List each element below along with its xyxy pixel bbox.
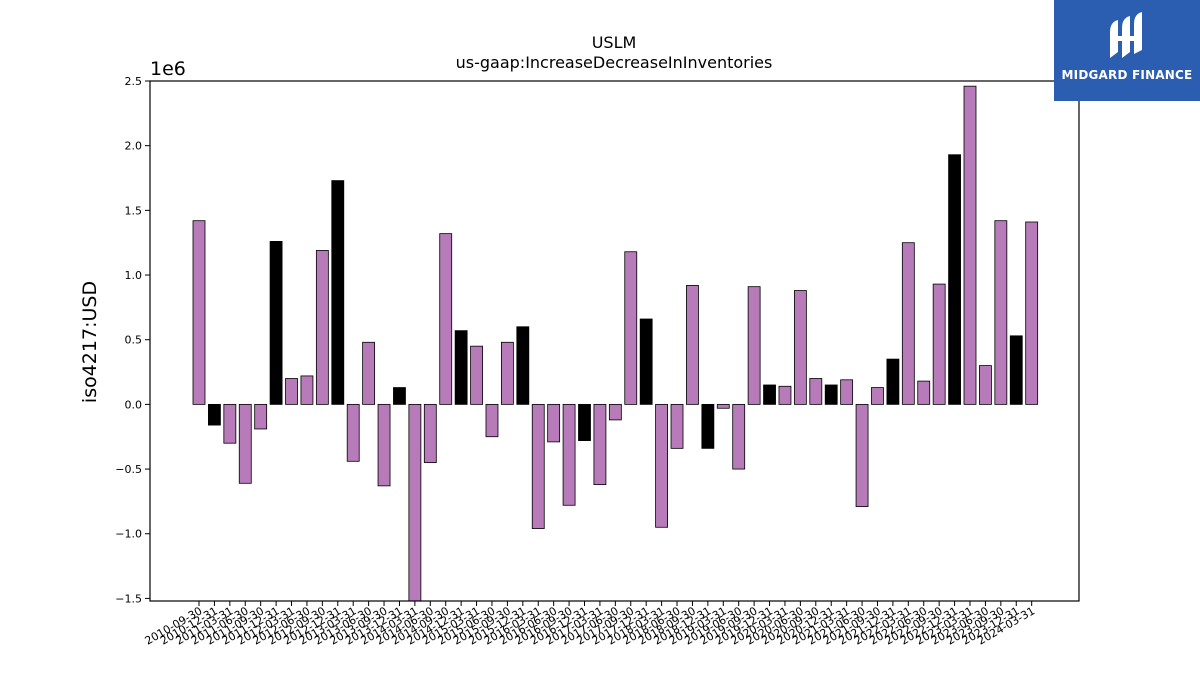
bar-2018-03-31: [655, 403, 668, 528]
bar-2019-06-30: [732, 403, 746, 470]
bar-2011-06-30: [238, 403, 252, 484]
bar-2016-06-30: [547, 403, 561, 443]
bar-2021-06-30: [855, 403, 869, 507]
bar-2011-12-31: [269, 240, 283, 405]
bar-2023-06-30: [979, 365, 992, 405]
bar-2021-12-31: [886, 358, 900, 405]
bar-2020-12-31: [824, 384, 838, 405]
bar-2024-03-31: [1025, 221, 1039, 405]
y-tick-label: 2.5: [125, 75, 143, 88]
bar-2019-09-30: [747, 286, 761, 405]
bar-2023-09-30: [994, 220, 1008, 405]
bar-2015-03-31: [470, 345, 483, 405]
bar-2014-03-31: [408, 403, 422, 602]
bar-2022-06-30: [917, 380, 931, 405]
bar-2022-03-31: [901, 242, 915, 405]
x-ticks-group: 2010-09-302010-12-312011-03-312011-06-30…: [143, 601, 1037, 648]
y-tick-label: 1.5: [125, 204, 143, 217]
y-tick-label: 1.0: [125, 269, 143, 282]
bars-group: [192, 85, 1039, 602]
plot-frame: [149, 80, 1080, 602]
bar-2010-12-31: [208, 403, 221, 426]
bar-2017-03-31: [593, 403, 607, 485]
bar-2016-09-30: [562, 403, 576, 506]
bar-2013-06-30: [362, 341, 376, 405]
bar-2021-09-30: [871, 387, 884, 405]
bar-2021-03-31: [840, 379, 854, 405]
y-axis-label: iso4217:USD: [79, 281, 101, 403]
bar-2015-12-31: [516, 326, 530, 405]
bar-2010-09-30: [192, 220, 206, 405]
y-tick-label: −1.0: [115, 528, 142, 541]
y-tick-label: 2.0: [125, 140, 143, 153]
midgard-finance-logo: MIDGARD FINANCE: [1054, 0, 1200, 101]
logo-text: MIDGARD FINANCE: [1061, 68, 1193, 82]
chart-title: USLM: [592, 33, 637, 52]
bar-2016-03-31: [531, 403, 545, 529]
bar-2011-09-30: [254, 403, 268, 430]
bar-2012-12-31: [331, 180, 345, 405]
bar-2017-06-30: [608, 403, 622, 421]
bar-2023-03-31: [963, 85, 977, 405]
bar-2011-03-31: [223, 403, 237, 444]
bar-2015-06-30: [485, 403, 499, 438]
bar-2023-12-31: [1009, 335, 1023, 405]
bar-2020-06-30: [793, 290, 807, 405]
bar-2014-12-31: [454, 330, 468, 405]
bar-2020-09-30: [809, 378, 823, 405]
midgard-logo-icon: [1110, 12, 1142, 58]
bar-2013-12-31: [393, 387, 406, 405]
bar-2018-06-30: [670, 403, 684, 449]
bar-2013-03-31: [346, 403, 360, 462]
bar-2012-06-30: [300, 375, 314, 405]
bar-2020-03-31: [778, 385, 792, 405]
bar-2019-12-31: [763, 384, 776, 405]
bar-2012-03-31: [285, 378, 298, 405]
y-tick-label: −0.5: [115, 463, 142, 476]
bar-2014-09-30: [439, 233, 453, 405]
bar-2018-09-30: [686, 284, 699, 405]
y-tick-label: −1.5: [115, 592, 142, 605]
bar-2017-12-31: [639, 318, 653, 405]
bar-2012-09-30: [315, 250, 329, 405]
bar-2017-09-30: [624, 251, 638, 405]
y-tick-label: 0.5: [125, 334, 143, 347]
bar-2018-12-31: [701, 403, 715, 449]
y-ticks-group: −1.5 −1.0 −0.5 0.0 0.5 1.0 1.5 2.0 2.5: [115, 75, 150, 605]
bar-2019-03-31: [716, 403, 730, 409]
bar-2014-06-30: [423, 403, 437, 463]
bar-2013-09-30: [377, 403, 391, 487]
bar-2016-12-31: [578, 403, 591, 442]
bar-2022-12-31: [948, 154, 961, 405]
y-tick-label: 0.0: [125, 398, 143, 411]
y-scale-label: 1e6: [150, 58, 186, 80]
bar-2015-09-30: [500, 341, 514, 405]
bar-2022-09-30: [932, 283, 946, 405]
chart-subtitle: us-gaap:IncreaseDecreaseInInventories: [456, 53, 773, 72]
